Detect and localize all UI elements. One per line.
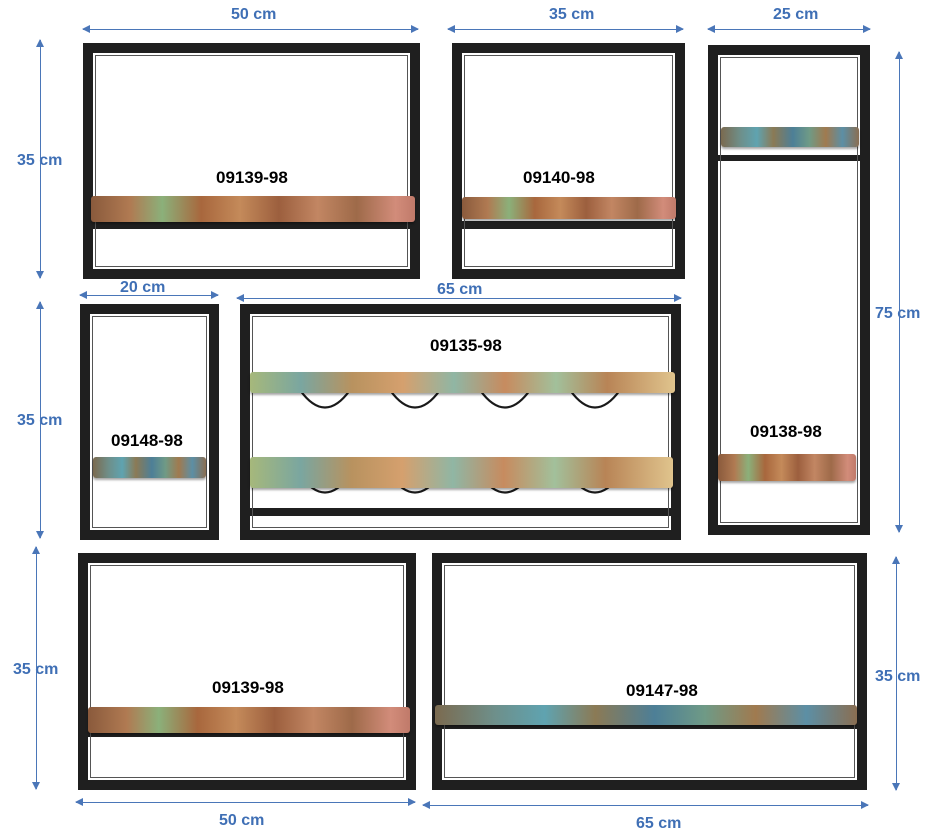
product-code-09147: 09147-98	[626, 681, 698, 700]
width-arrow-09138	[707, 25, 871, 33]
frame-crossbar	[462, 221, 675, 229]
wood-shelf-09139-bottom	[88, 707, 410, 733]
product-code-09140: 09140-98	[523, 168, 595, 187]
height-label-09139-top: 35 cm	[17, 152, 63, 169]
wood-shelf-09138-lower	[718, 454, 856, 481]
width-arrow-09147	[422, 801, 869, 809]
wine-rack-shelf-upper	[250, 372, 675, 393]
wall-shelf-09139-bottom	[78, 553, 416, 790]
product-code-09148: 09148-98	[111, 431, 183, 450]
wood-shelf-09147	[435, 705, 857, 725]
wood-shelf-09138-upper	[721, 127, 859, 147]
wood-shelf-09148	[93, 457, 206, 478]
height-label-09148: 35 cm	[17, 412, 63, 429]
frame-crossbar	[250, 508, 671, 516]
height-arrow-09148	[36, 301, 44, 539]
wine-rack-shelf-lower	[250, 457, 673, 488]
product-code-09135: 09135-98	[430, 336, 502, 355]
bottle-loop	[569, 389, 621, 409]
height-label-09138: 75 cm	[875, 305, 921, 322]
wall-shelf-09147	[432, 553, 867, 790]
width-label-09138: 25 cm	[773, 6, 819, 23]
width-arrow-09140	[447, 25, 684, 33]
height-arrow-09138	[895, 51, 903, 533]
product-code-09138: 09138-98	[750, 422, 822, 441]
frame-crossbar	[93, 221, 410, 229]
frame-crossbar	[442, 721, 857, 729]
bottle-loop	[299, 389, 351, 409]
height-arrow-09147	[892, 556, 900, 791]
wall-shelf-09148	[80, 304, 219, 540]
product-code-09139-top: 09139-98	[216, 168, 288, 187]
height-arrow-09139-top	[36, 39, 44, 279]
wall-shelf-09140	[452, 43, 685, 279]
wood-shelf-09140	[462, 197, 676, 219]
height-label-09139-bottom: 35 cm	[13, 661, 59, 678]
wall-shelf-09138	[708, 45, 870, 535]
product-code-09139-bottom: 09139-98	[212, 678, 284, 697]
wall-shelf-09139-top	[83, 43, 420, 279]
wine-rack-09135	[240, 304, 681, 540]
width-arrow-09139-bottom	[75, 798, 416, 806]
width-label-09139-bottom: 50 cm	[219, 812, 265, 829]
height-label-09147: 35 cm	[875, 668, 921, 685]
width-arrow-09148	[79, 291, 219, 299]
width-label-09147: 65 cm	[636, 815, 682, 832]
width-arrow-09135	[236, 294, 682, 302]
bottle-loop	[389, 389, 441, 409]
width-label-09148: 20 cm	[120, 279, 166, 296]
width-arrow-09139-top	[82, 25, 419, 33]
height-arrow-09139-bottom	[32, 546, 40, 790]
bottle-loop	[479, 389, 531, 409]
frame-crossbar	[718, 155, 860, 161]
width-label-09139-top: 50 cm	[231, 6, 277, 23]
width-label-09135: 65 cm	[437, 281, 483, 298]
width-label-09140: 35 cm	[549, 6, 595, 23]
wood-shelf-09139-top	[91, 196, 415, 222]
